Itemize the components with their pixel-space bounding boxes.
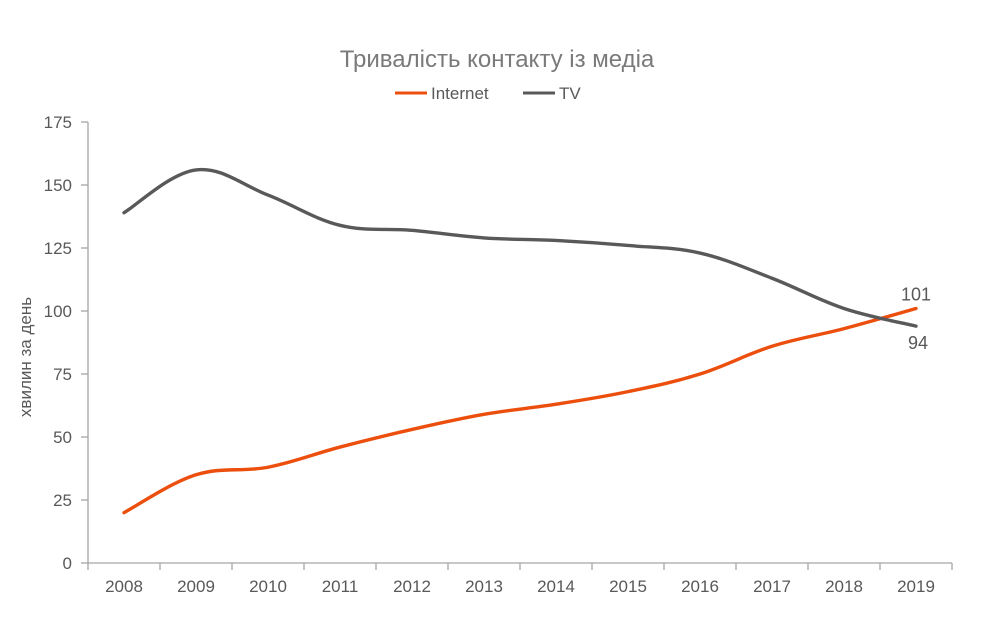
x-tick-label: 2014	[537, 577, 575, 596]
y-axis-label: хвилин за день	[16, 297, 35, 417]
y-tick-label: 0	[63, 554, 72, 573]
chart-title: Тривалість контакту із медіа	[340, 46, 655, 73]
series-line-tv	[122, 167, 918, 328]
x-tick-label: 2019	[897, 577, 935, 596]
x-tick-label: 2011	[322, 577, 359, 596]
x-tick-label: 2012	[393, 577, 431, 596]
y-tick-label: 50	[53, 428, 72, 447]
x-tick-label: 2016	[681, 577, 719, 596]
y-ticks: 0 25 50 75 100 125 150 175	[44, 113, 88, 573]
legend-label-internet: Internet	[431, 84, 489, 103]
data-labels: 101 94	[901, 284, 931, 353]
y-tick-label: 100	[44, 302, 72, 321]
legend-label-tv: TV	[559, 84, 581, 103]
series-layer	[122, 167, 918, 515]
x-tick-label: 2010	[249, 577, 287, 596]
x-tick-label: 2008	[105, 577, 143, 596]
data-label-tv-end: 94	[908, 333, 928, 353]
x-tick-label: 2013	[465, 577, 503, 596]
x-tick-label: 2015	[609, 577, 647, 596]
y-tick-label: 25	[53, 491, 72, 510]
y-tick-label: 75	[53, 365, 72, 384]
series-line-internet	[122, 306, 918, 515]
y-tick-label: 150	[44, 176, 72, 195]
x-ticks: 2008 2009 2010 2011 2012 2013 2014 2015 2016 2017…	[87, 563, 953, 596]
x-tick-label: 2018	[825, 577, 863, 596]
x-tick-label: 2009	[177, 577, 215, 596]
data-label-internet-end: 101	[901, 284, 931, 304]
y-tick-label: 125	[44, 239, 72, 258]
x-tick-label: 2017	[753, 577, 791, 596]
legend: Internet TV	[395, 84, 581, 103]
y-tick-label: 175	[44, 113, 72, 132]
